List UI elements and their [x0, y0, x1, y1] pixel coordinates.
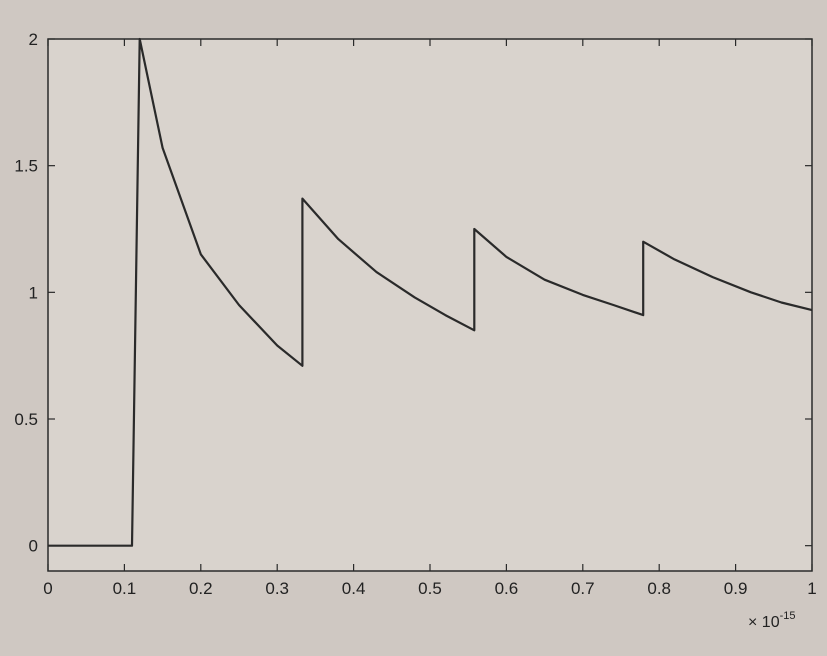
y-tick-label: 1 [29, 283, 38, 302]
x-tick-label: 0.2 [189, 579, 213, 598]
y-tick-label: 0.5 [14, 410, 38, 429]
x-tick-label: 0.4 [342, 579, 366, 598]
x-exponent-value: -15 [780, 610, 796, 622]
x-tick-label: 0.1 [113, 579, 137, 598]
x-tick-labels: 0 0.1 0.2 0.3 0.4 0.5 0.6 0.7 0.8 0.9 1 [43, 579, 816, 598]
y-tick-label: 0 [29, 537, 38, 556]
y-tick-labels: 0 0.5 1 1.5 2 [14, 30, 38, 556]
x-tick-label: 0.8 [647, 579, 671, 598]
series-line [48, 37, 813, 547]
x-tick-label: 0.3 [265, 579, 289, 598]
x-exponent-prefix: × 10 [748, 614, 780, 631]
x-tick-label: 0.6 [495, 579, 519, 598]
x-tick-label: 0.7 [571, 579, 595, 598]
x-tick-label: 1 [807, 579, 816, 598]
x-tick-label: 0.9 [724, 579, 748, 598]
x-tick-label: 0.5 [418, 579, 442, 598]
x-tick-label: 0 [43, 579, 52, 598]
y-tick-label: 1.5 [14, 157, 38, 176]
y-tick-label: 2 [29, 30, 38, 49]
x-exponent-label: × 10-15 [748, 610, 796, 631]
